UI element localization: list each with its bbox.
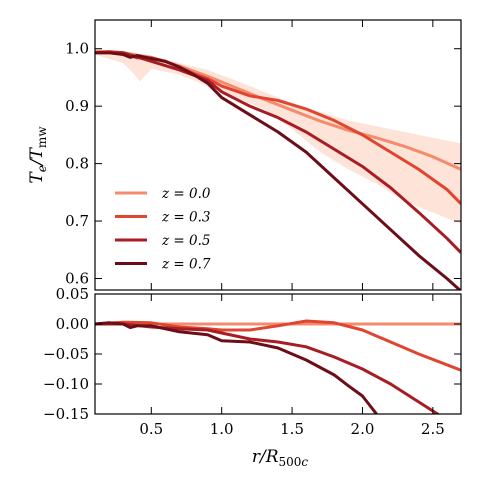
top-plot-frame <box>94 19 462 291</box>
top-ytick-label: 0.7 <box>65 212 89 230</box>
confidence-band <box>95 48 461 224</box>
bottom-ytick-label: 0.00 <box>56 315 89 333</box>
top-x-ticks <box>150 20 434 290</box>
top-y-axis: 0.6 0.7 0.8 0.9 1.0 <box>65 40 461 288</box>
bottom-series-line-3 <box>95 321 378 414</box>
top-series-line-2 <box>95 51 461 254</box>
bottom-x-axis: 0.5 1.0 1.5 2.0 2.5 <box>139 294 445 438</box>
legend-label: z = 0.5 <box>161 233 210 249</box>
bottom-series-line-1 <box>95 319 461 372</box>
legend: z = 0.0 z = 0.3 z = 0.5 z = 0.7 <box>115 186 211 273</box>
bottom-ytick-label: −0.10 <box>43 375 89 393</box>
bottom-plot-frame <box>94 293 462 415</box>
bottom-xtick-label: 2.5 <box>421 420 445 438</box>
bottom-xtick-label: 2.0 <box>351 420 375 438</box>
top-ytick-label: 0.6 <box>65 270 89 288</box>
top-confidence-band <box>95 48 461 224</box>
bottom-xtick-label: 1.0 <box>210 420 234 438</box>
svg-text:r/R500c: r/R500c <box>252 447 309 469</box>
top-series-lines <box>95 50 461 290</box>
top-ytick-label: 0.9 <box>65 97 89 115</box>
legend-label: z = 0.0 <box>161 186 211 202</box>
bottom-xtick-label: 0.5 <box>139 420 163 438</box>
top-series-line-3 <box>95 51 461 290</box>
top-ytick-label: 0.8 <box>65 155 89 173</box>
bottom-series-line-2 <box>95 322 441 414</box>
bottom-x-axis-label: r/R500c <box>252 447 309 469</box>
top-panel: 0.60.70.80.91.0 z = 0.0z = 0.3z = 0.5z =… <box>27 19 462 291</box>
bottom-ytick-label: −0.05 <box>43 345 89 363</box>
bottom-ytick-label: −0.15 <box>43 405 89 423</box>
top-y-axis-label: Te/Tmw <box>27 126 49 184</box>
bottom-y-axis: −0.15 −0.10 −0.05 0.00 0.05 <box>43 285 461 423</box>
top-ytick-label: 1.0 <box>65 40 89 58</box>
bottom-series-lines <box>95 319 461 414</box>
bottom-ytick-label: 0.05 <box>56 285 89 303</box>
bottom-panel: −0.15−0.10−0.050.000.05 0.5 1.0 1.5 2.0 2.5 … <box>43 285 462 469</box>
svg-text:Te/Tmw: Te/Tmw <box>27 126 49 184</box>
legend-label: z = 0.3 <box>161 210 210 226</box>
bottom-xtick-label: 1.5 <box>280 420 304 438</box>
legend-label: z = 0.7 <box>161 257 211 273</box>
